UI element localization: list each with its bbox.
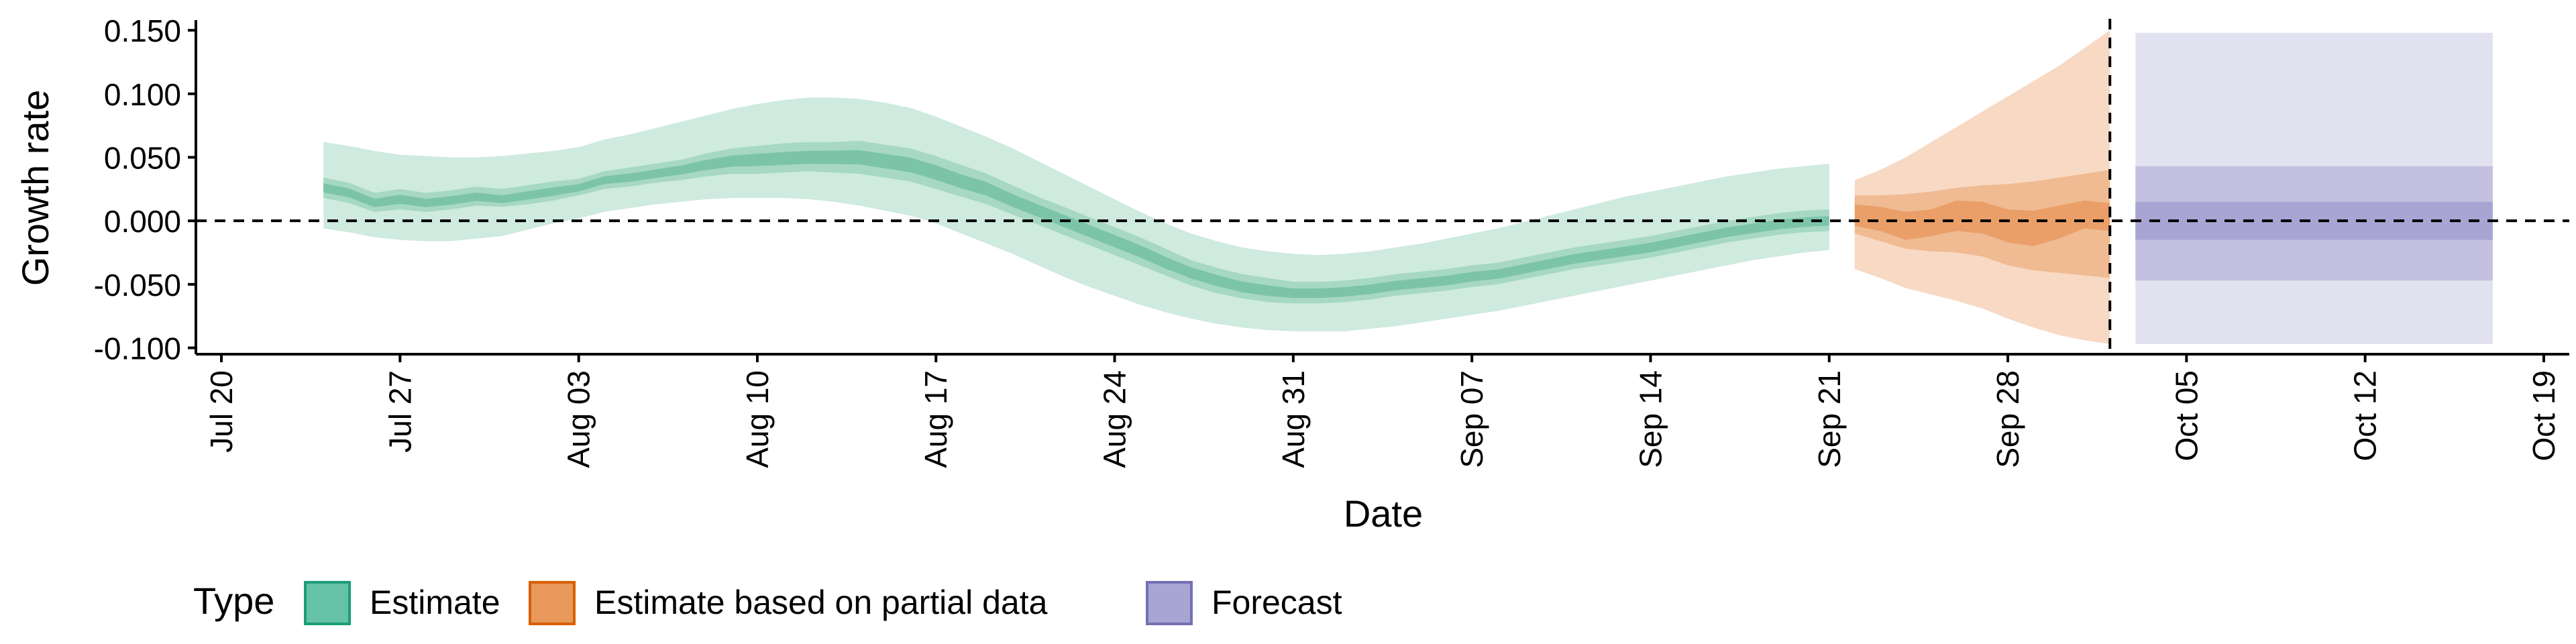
- y-tick-label: 0.000: [104, 204, 181, 239]
- x-tick-label: Sep 21: [1812, 370, 1847, 468]
- x-tick-label: Aug 31: [1276, 370, 1311, 468]
- x-tick-label: Oct 05: [2169, 370, 2204, 462]
- legend-label-2: Forecast: [1212, 584, 1342, 621]
- chart-bands: [323, 30, 2493, 344]
- series-0-band-20: [323, 150, 1829, 299]
- chart-axes: [188, 20, 2569, 362]
- series-2: [2135, 32, 2493, 344]
- x-tick-label: Sep 14: [1633, 370, 1668, 468]
- legend-swatch-1: [529, 581, 576, 625]
- y-tick-label: -0.050: [94, 268, 181, 303]
- legend-swatch-0: [304, 581, 351, 625]
- legend-title: Type: [193, 580, 274, 622]
- y-tick-label: 0.150: [104, 13, 181, 48]
- y-tick-labels: -0.100 -0.050 0.000 0.050 0.100 0.150: [94, 13, 181, 366]
- x-tick-label: Aug 24: [1097, 370, 1132, 468]
- y-tick-label: -0.100: [94, 331, 181, 366]
- legend-label-1: Estimate based on partial data: [594, 584, 1048, 621]
- series-2-band-20: [2135, 201, 2493, 240]
- x-tick-label: Aug 17: [918, 370, 953, 468]
- x-tick-label: Oct 19: [2526, 370, 2561, 462]
- x-tick-label: Sep 07: [1454, 370, 1489, 468]
- series-0: [323, 97, 1829, 331]
- series-1-band-20: [1854, 200, 2110, 246]
- x-tick-label: Jul 20: [204, 370, 239, 453]
- y-tick-label: 0.100: [104, 77, 181, 112]
- x-tick-label: Oct 12: [2348, 370, 2383, 462]
- y-tick-label: 0.050: [104, 141, 181, 176]
- x-tick-label: Aug 10: [740, 370, 775, 468]
- x-tick-label: Aug 03: [561, 370, 596, 468]
- x-tick-label: Jul 27: [382, 370, 417, 453]
- series-1: [1854, 30, 2110, 344]
- reference-lines: [196, 19, 2569, 354]
- x-tick-labels: Jul 20 Jul 27 Aug 03 Aug 10 Aug 17 Aug 24 Aug …: [204, 370, 2561, 468]
- x-tick-label: Sep 28: [1990, 370, 2025, 468]
- y-axis-label: Growth rate: [14, 90, 56, 286]
- legend-label-0: Estimate: [370, 584, 500, 621]
- x-axis-label: Date: [1344, 492, 1423, 535]
- legend-swatch-2: [1146, 581, 1193, 625]
- legend: Type Estimate Estimate based on partial da…: [193, 580, 1342, 625]
